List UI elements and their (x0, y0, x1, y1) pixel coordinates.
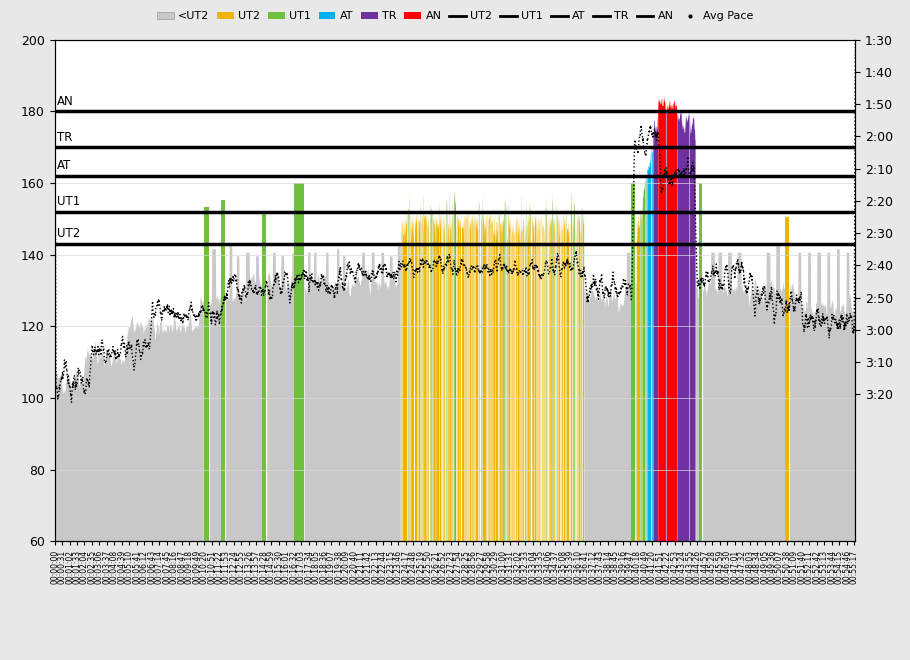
Legend: <UT2, UT2, UT1, AT, TR, AN, UT2, UT1, AT, TR, AN, Avg Pace: <UT2, UT2, UT1, AT, TR, AN, UT2, UT1, AT… (152, 7, 758, 26)
Text: UT1: UT1 (56, 195, 80, 208)
Text: AT: AT (56, 159, 71, 172)
Text: TR: TR (56, 131, 72, 143)
Text: AN: AN (56, 94, 74, 108)
Text: UT2: UT2 (56, 227, 80, 240)
